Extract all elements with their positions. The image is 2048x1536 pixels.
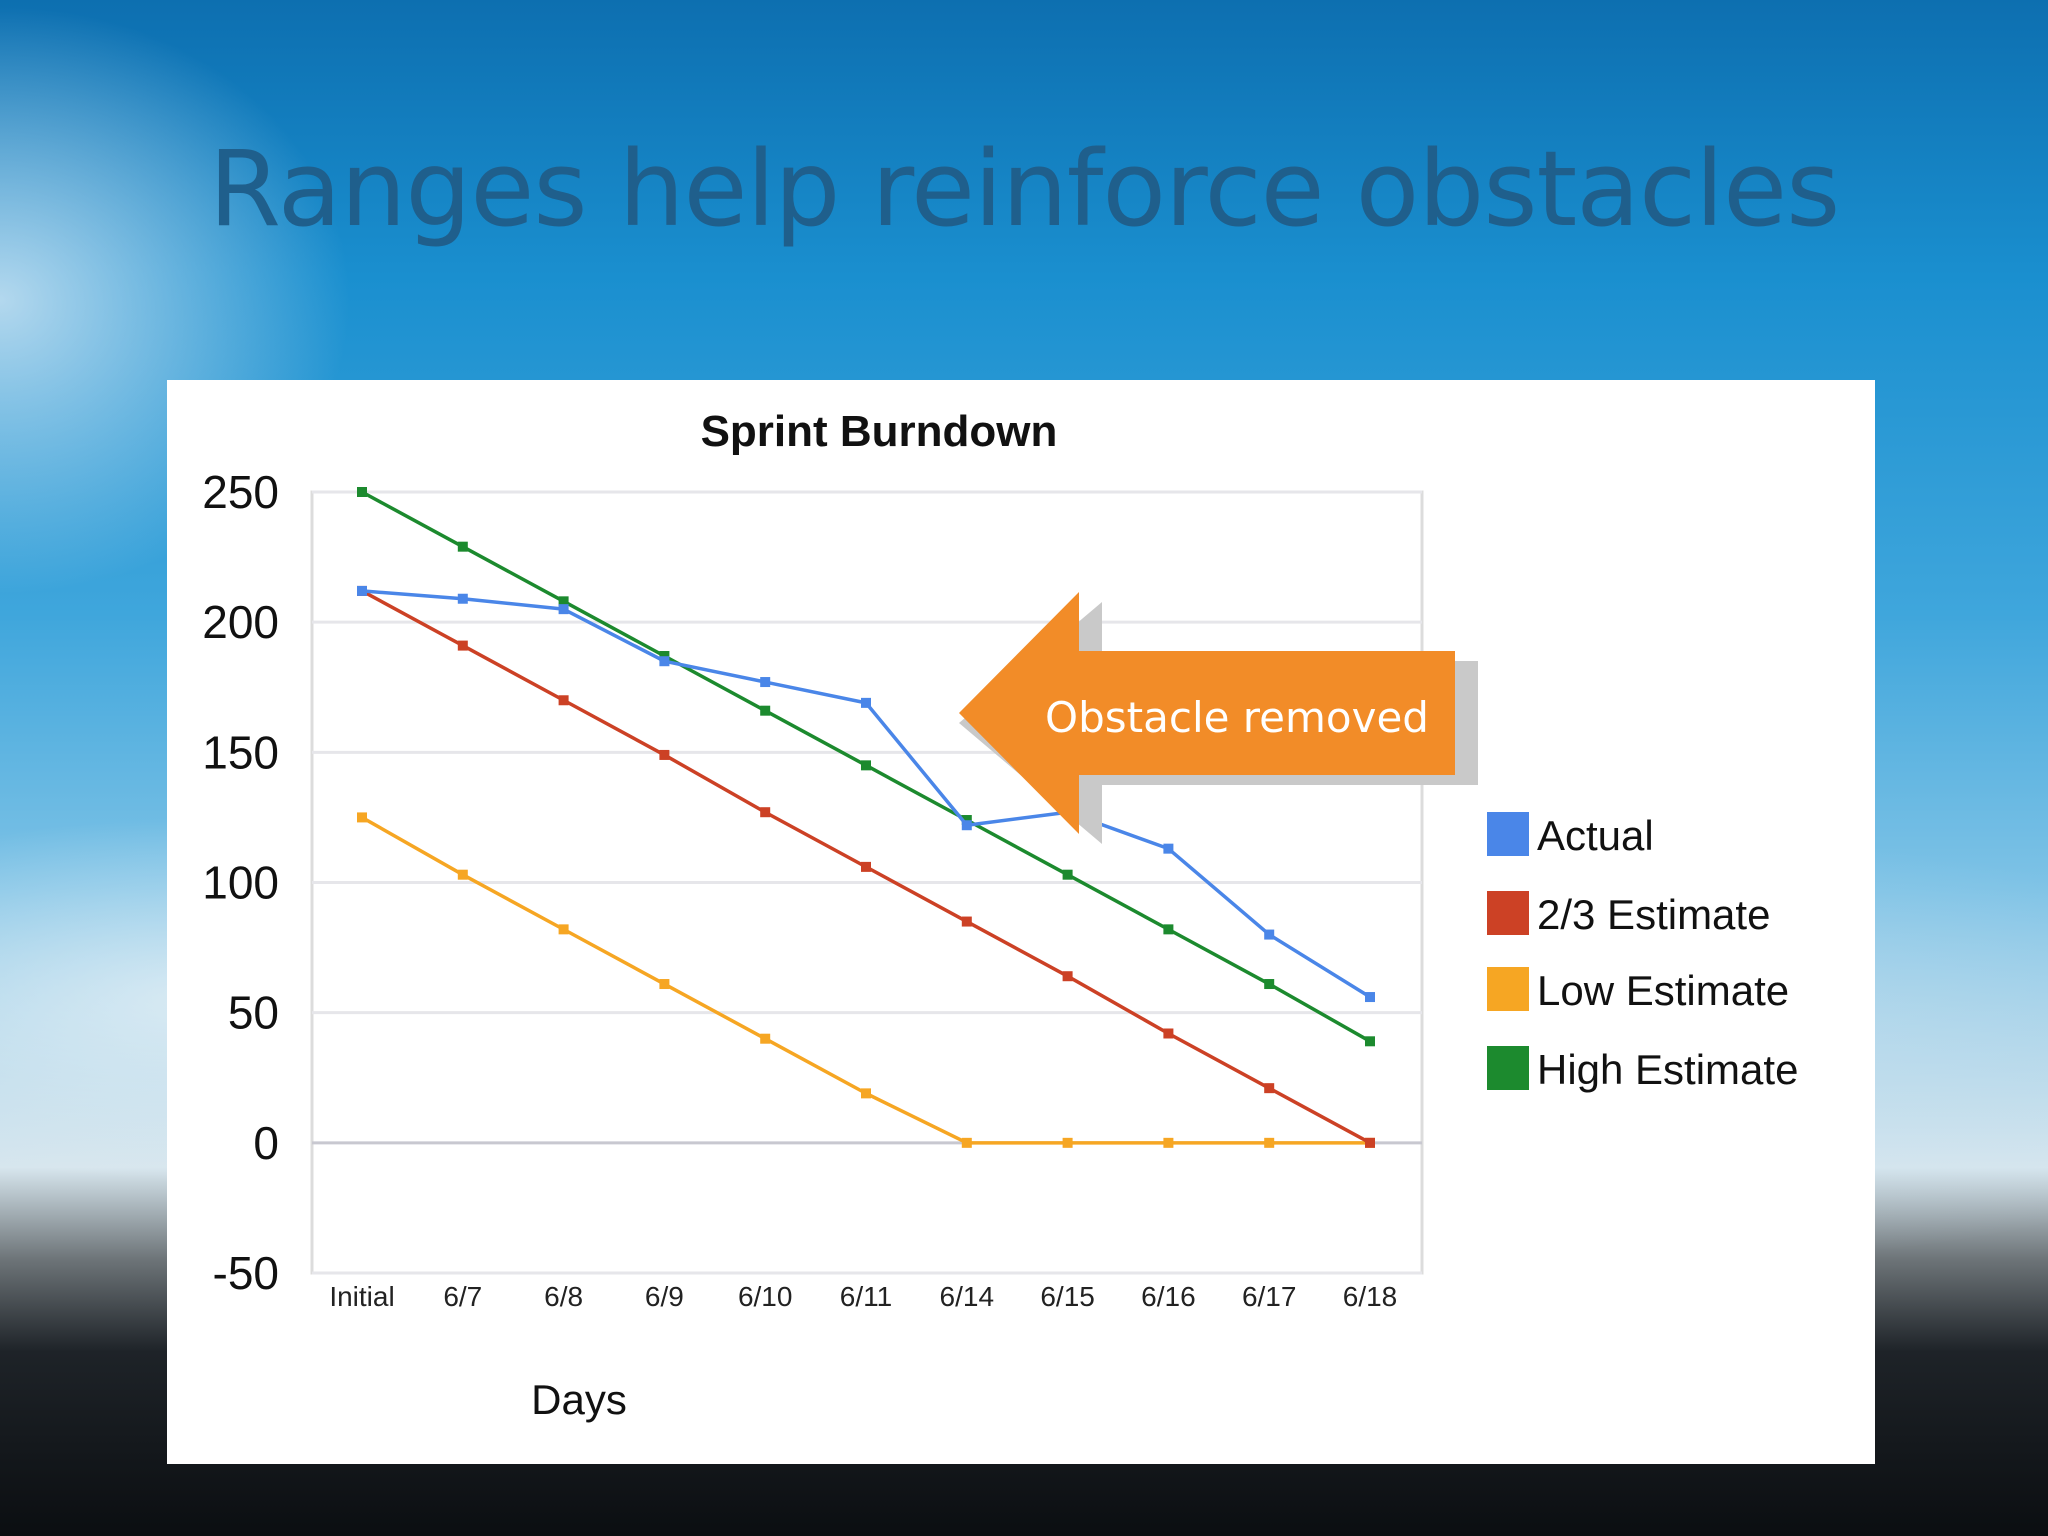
x-tick-label: 6/16	[1141, 1281, 1196, 1312]
series-actual	[357, 585, 1375, 1003]
chart-title: Sprint Burndown	[701, 407, 1058, 456]
y-tick-label: 0	[253, 1117, 279, 1169]
series-high-estimate	[357, 487, 1375, 1047]
data-point	[760, 677, 771, 688]
legend-swatch	[1487, 967, 1529, 1011]
data-point	[1163, 1137, 1174, 1148]
data-point	[457, 640, 468, 651]
data-point	[1365, 1036, 1375, 1047]
data-point	[659, 979, 670, 990]
data-point	[760, 1033, 771, 1044]
data-point	[558, 924, 569, 935]
legend-swatch	[1487, 1046, 1529, 1090]
data-point	[1062, 971, 1073, 982]
legend-label: High Estimate	[1537, 1046, 1798, 1093]
data-point	[357, 585, 367, 596]
y-tick-label: 50	[228, 987, 279, 1039]
data-point	[961, 916, 972, 927]
y-tick-label: 100	[202, 857, 279, 909]
data-point	[1163, 924, 1174, 935]
legend: Actual 2/3 Estimate Low Estimate High Estim…	[1487, 812, 1798, 1093]
data-point	[861, 697, 871, 708]
x-tick-label: 6/9	[645, 1281, 684, 1312]
series-layer	[357, 487, 1375, 1148]
y-tick-label: 250	[202, 466, 279, 518]
data-point	[760, 807, 771, 818]
chart-card: Sprint Burndown 250 200 150 100 50 0 -50 Initi…	[167, 380, 1875, 1464]
legend-label: Actual	[1537, 812, 1654, 859]
data-point	[1264, 1137, 1275, 1148]
legend-swatch	[1487, 812, 1529, 856]
slide-title: Ranges help reinforce obstacles	[208, 128, 1841, 250]
data-point	[961, 1137, 972, 1148]
data-point	[1163, 843, 1174, 854]
legend-label: 2/3 Estimate	[1537, 891, 1770, 938]
data-point	[659, 749, 670, 760]
legend-item: 2/3 Estimate	[1487, 891, 1770, 938]
data-point	[558, 695, 569, 706]
data-point	[457, 869, 468, 880]
x-tick-label: 6/14	[940, 1281, 995, 1312]
x-tick-label: 6/7	[443, 1281, 482, 1312]
data-point	[1264, 1083, 1275, 1094]
y-tick-label: 150	[202, 726, 279, 778]
y-tick-label: 200	[202, 596, 279, 648]
data-point	[1365, 992, 1375, 1003]
data-point	[659, 656, 670, 667]
data-point	[457, 541, 468, 552]
data-point	[1264, 979, 1275, 990]
y-axis-ticks: 250 200 150 100 50 0 -50	[202, 466, 279, 1299]
legend-item: Actual	[1487, 812, 1654, 859]
legend-item: High Estimate	[1487, 1046, 1798, 1093]
x-tick-label: 6/10	[738, 1281, 793, 1312]
x-tick-label: 6/8	[544, 1281, 583, 1312]
legend-label: Low Estimate	[1537, 967, 1789, 1014]
obstacle-callout: Obstacle removed	[959, 592, 1478, 844]
x-tick-label: Initial	[329, 1281, 394, 1312]
data-point	[1264, 929, 1275, 940]
data-point	[861, 760, 871, 771]
legend-item: Low Estimate	[1487, 967, 1789, 1014]
data-point	[357, 812, 367, 823]
data-point	[1062, 1137, 1073, 1148]
x-tick-label: 6/11	[840, 1281, 892, 1312]
x-tick-label: 6/17	[1242, 1281, 1297, 1312]
data-point	[659, 651, 670, 662]
x-axis-ticks: Initial 6/7 6/8 6/9 6/10 6/11 6/14 6/15 6/16 6/17…	[329, 1281, 1397, 1312]
data-point	[457, 593, 468, 604]
data-point	[861, 861, 871, 872]
data-point	[558, 596, 569, 607]
data-point	[961, 820, 972, 831]
data-point	[760, 705, 771, 716]
x-tick-label: 6/15	[1040, 1281, 1095, 1312]
x-tick-label: 6/18	[1343, 1281, 1398, 1312]
data-point	[558, 604, 569, 615]
x-axis-label: Days	[531, 1376, 627, 1423]
data-point	[1163, 1028, 1174, 1039]
data-point	[1062, 869, 1073, 880]
legend-swatch	[1487, 891, 1529, 935]
data-point	[1365, 1137, 1375, 1148]
data-point	[861, 1088, 871, 1099]
burndown-chart: Sprint Burndown 250 200 150 100 50 0 -50 Initi…	[202, 407, 1798, 1423]
callout-arrow	[959, 592, 1455, 834]
y-tick-label: -50	[213, 1247, 279, 1299]
data-point	[961, 815, 972, 826]
callout-label: Obstacle removed	[1045, 693, 1429, 742]
data-point	[357, 487, 367, 497]
